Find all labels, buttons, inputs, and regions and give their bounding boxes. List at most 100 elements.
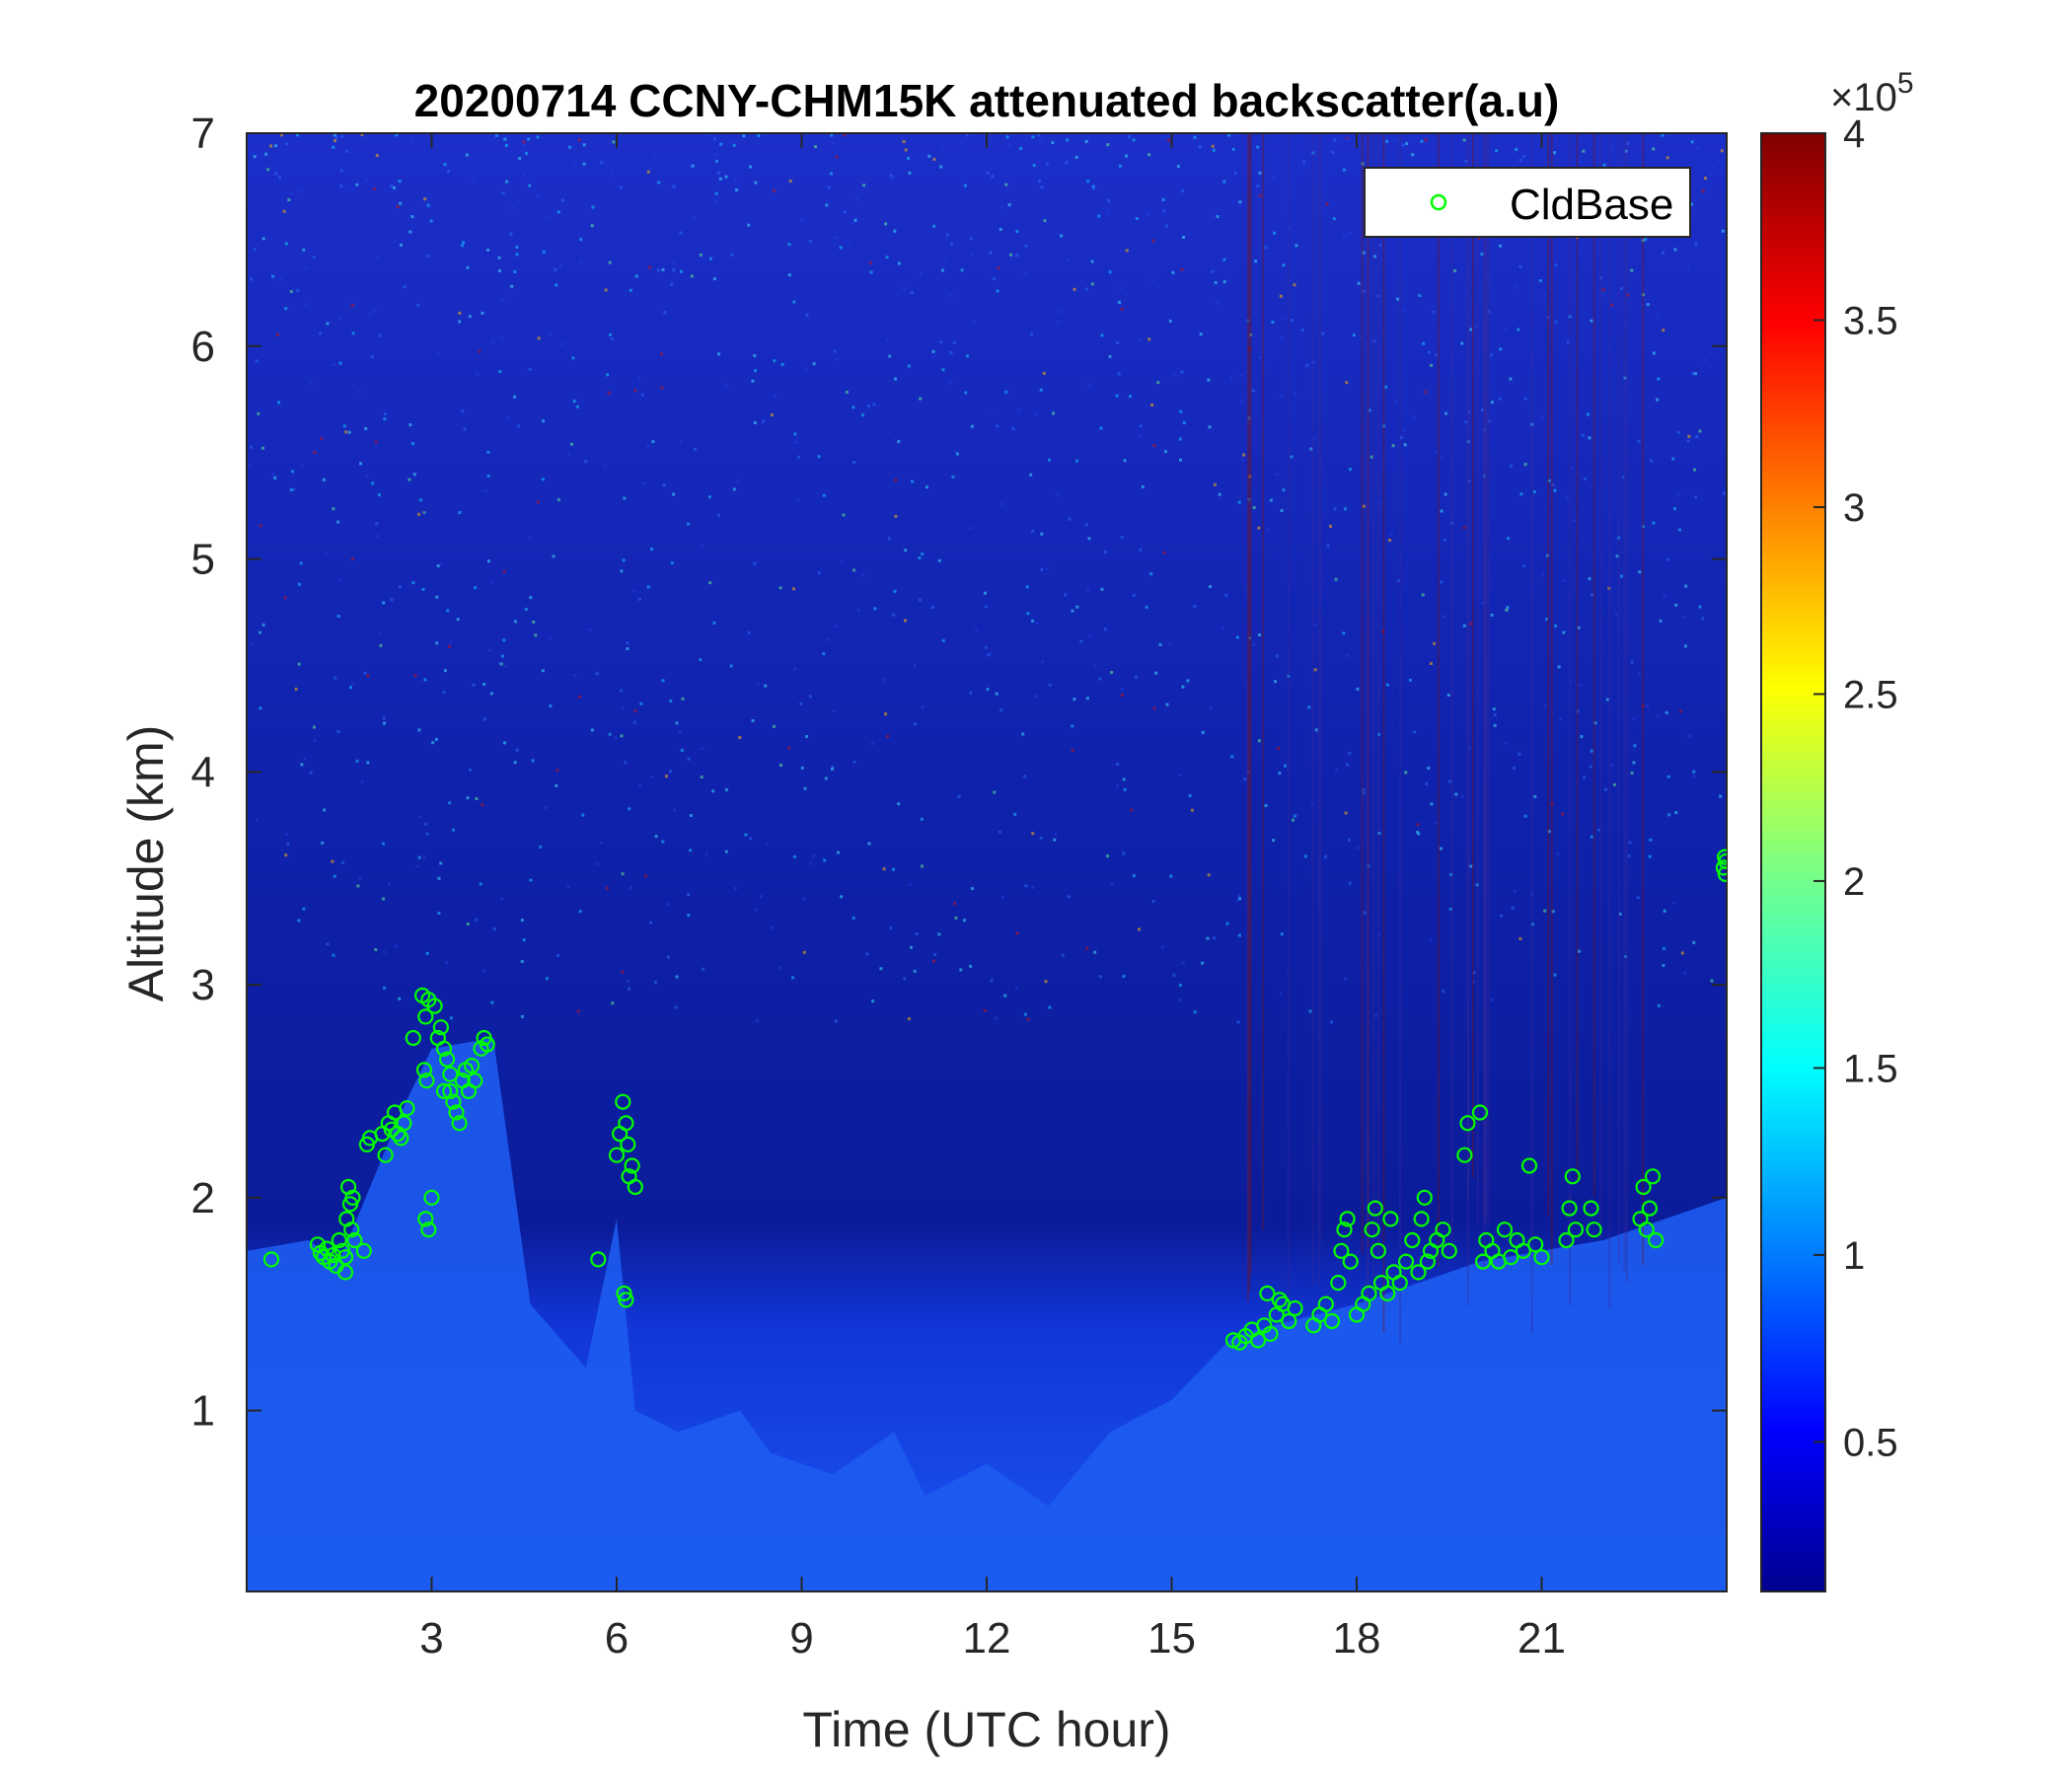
noise-speckle <box>1309 447 1313 451</box>
noise-speckle <box>1605 698 1609 702</box>
noise-speckle <box>870 742 874 746</box>
noise-speckle <box>1313 436 1316 440</box>
noise-speckle <box>951 475 955 479</box>
noise-speckle <box>1239 374 1243 378</box>
noise-speckle <box>757 134 761 137</box>
noise-speckle <box>299 188 303 192</box>
noise-speckle <box>283 596 287 600</box>
noise-speckle <box>313 725 316 729</box>
noise-speckle <box>274 144 278 148</box>
noise-speckle <box>1237 500 1241 504</box>
noise-speckle <box>792 587 795 591</box>
noise-speckle <box>855 196 859 200</box>
noise-speckle <box>1308 1009 1312 1013</box>
noise-speckle <box>534 633 538 637</box>
noise-speckle <box>1053 838 1057 842</box>
noise-speckle <box>1554 320 1558 324</box>
noise-speckle <box>1199 333 1203 336</box>
noise-speckle <box>1422 341 1426 345</box>
noise-speckle <box>1517 328 1520 332</box>
noise-speckle <box>1511 906 1515 910</box>
noise-speckle <box>886 430 890 434</box>
noise-speckle <box>334 135 338 139</box>
noise-speckle <box>1446 694 1450 697</box>
noise-speckle <box>1209 706 1213 710</box>
noise-speckle <box>897 802 901 806</box>
noise-speckle <box>1106 854 1109 858</box>
noise-speckle <box>1462 138 1466 142</box>
noise-speckle <box>531 759 535 763</box>
noise-speckle <box>1098 975 1102 979</box>
noise-speckle <box>393 185 396 189</box>
noise-speckle <box>869 270 873 274</box>
noise-speckle <box>1468 622 1472 626</box>
noise-speckle <box>1116 783 1120 787</box>
noise-speckle <box>349 686 352 690</box>
noise-speckle <box>1442 990 1445 994</box>
noise-speckle <box>1171 270 1175 274</box>
noise-speckle <box>970 424 974 428</box>
noise-speckle <box>1503 327 1507 331</box>
noise-speckle <box>1652 147 1656 151</box>
noise-speckle <box>368 313 372 317</box>
noise-speckle <box>1433 641 1437 645</box>
noise-speckle <box>1248 475 1252 479</box>
noise-speckle <box>1627 853 1631 857</box>
noise-speckle <box>1344 507 1348 511</box>
noise-speckle <box>1490 353 1493 357</box>
noise-speckle <box>1531 923 1534 926</box>
noise-speckle <box>313 739 317 743</box>
noise-speckle <box>1221 626 1225 629</box>
x-axis-label: Time (UTC hour) <box>802 1702 1170 1757</box>
noise-speckle <box>1514 889 1517 893</box>
noise-speckle <box>1040 532 1044 536</box>
noise-speckle <box>1657 377 1661 381</box>
noise-speckle <box>350 187 354 191</box>
noise-speckle <box>1122 777 1126 781</box>
noise-speckle <box>620 689 624 693</box>
noise-speckle <box>1007 143 1011 147</box>
noise-speckle <box>1345 763 1349 767</box>
noise-speckle <box>679 439 683 443</box>
noise-speckle <box>1641 239 1645 243</box>
noise-speckle <box>817 571 821 575</box>
noise-speckle <box>520 960 524 963</box>
noise-speckle <box>1013 812 1017 816</box>
noise-speckle <box>711 789 715 793</box>
noise-speckle <box>1030 333 1033 336</box>
noise-speckle <box>321 841 325 845</box>
cldbase-point <box>445 1093 462 1110</box>
noise-speckle <box>1085 697 1089 701</box>
noise-speckle <box>1518 158 1522 162</box>
noise-speckle <box>701 747 704 751</box>
noise-speckle <box>579 238 583 242</box>
noise-speckle <box>966 354 969 358</box>
noise-speckle <box>1292 818 1295 822</box>
noise-speckle <box>497 256 501 259</box>
noise-speckle <box>1067 895 1071 899</box>
noise-speckle <box>603 465 607 469</box>
noise-speckle <box>1411 153 1415 157</box>
noise-speckle <box>1092 186 1096 190</box>
noise-speckle <box>1273 231 1277 235</box>
noise-speckle <box>528 368 532 371</box>
noise-speckle <box>907 1017 911 1021</box>
noise-speckle <box>605 886 609 890</box>
noise-speckle <box>1722 491 1726 495</box>
noise-speckle <box>412 473 416 477</box>
cldbase-point <box>336 1264 354 1281</box>
noise-speckle <box>297 662 301 666</box>
noise-speckle <box>1720 149 1724 153</box>
cldbase-point <box>1520 1157 1538 1174</box>
noise-speckle <box>955 452 959 456</box>
noise-speckle <box>984 645 988 649</box>
colorbar-tick-label: 1.5 <box>1843 1047 1898 1090</box>
noise-speckle <box>1487 310 1491 314</box>
noise-speckle <box>1412 415 1416 419</box>
noise-speckle <box>1213 482 1217 486</box>
noise-speckle <box>1427 350 1431 354</box>
noise-speckle <box>1086 180 1090 184</box>
noise-speckle <box>1120 536 1124 540</box>
noise-speckle <box>1182 236 1185 239</box>
noise-speckle <box>1280 509 1284 512</box>
